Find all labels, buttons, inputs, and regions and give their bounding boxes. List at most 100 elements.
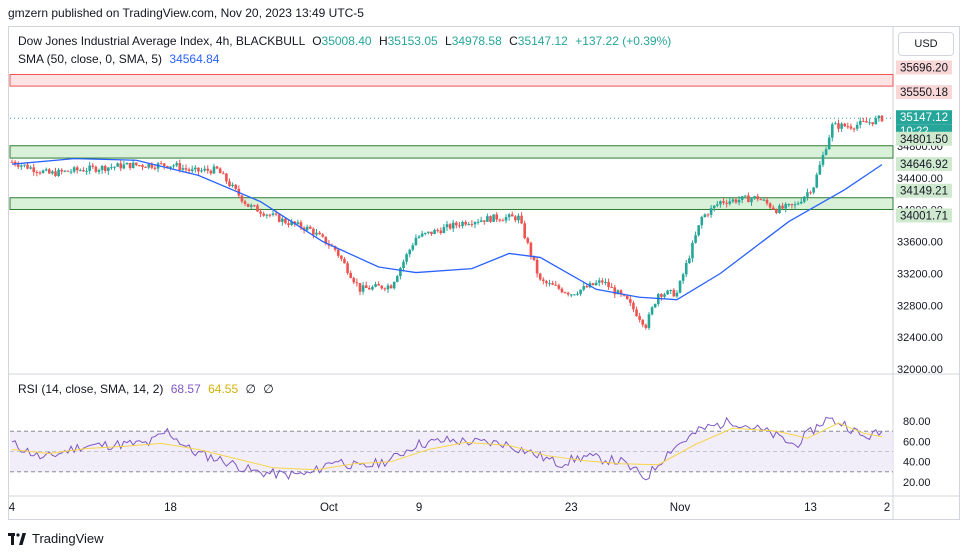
candle-down: [448, 224, 452, 229]
candle-up: [175, 163, 178, 166]
close-label: C: [509, 34, 518, 48]
candle-down: [82, 170, 85, 172]
sma-label: SMA (50, close, 0, SMA, 5): [18, 52, 163, 66]
candle-down: [660, 294, 663, 297]
candle-up: [79, 170, 82, 172]
rsi-tick-label: 80.00: [903, 416, 931, 428]
candle-down: [32, 167, 36, 173]
candle-up: [604, 282, 607, 284]
candle-down: [268, 214, 272, 216]
candle-up: [824, 149, 828, 155]
candle-down: [234, 184, 238, 189]
candle-down: [756, 196, 760, 200]
candle-up: [57, 169, 60, 176]
candle-down: [790, 203, 794, 206]
candle-up: [830, 124, 834, 138]
candle-up: [799, 201, 803, 204]
candle-up: [492, 214, 495, 222]
candle-up: [315, 232, 318, 235]
candle-up: [147, 164, 151, 168]
candle-down: [138, 165, 141, 167]
candle-up: [803, 196, 806, 202]
candle-up: [762, 199, 766, 201]
price-label-bg: [896, 157, 952, 172]
candle-up: [29, 167, 32, 169]
candle-down: [134, 162, 138, 166]
candle-up: [290, 221, 293, 226]
candle-down: [532, 255, 536, 260]
candle-up: [63, 170, 67, 172]
time-tick-label: Oct: [320, 502, 339, 514]
candle-down: [591, 283, 595, 286]
candle-up: [85, 170, 88, 172]
candle-down: [455, 222, 458, 226]
price-label: 35147.12: [900, 112, 948, 124]
candle-up: [507, 214, 511, 218]
candle-up: [411, 245, 415, 250]
price-tick-label: 32000.00: [897, 364, 943, 376]
candle-down: [274, 213, 278, 215]
candle-down: [498, 219, 502, 221]
rsi-legend: RSI (14, close, SMA, 14, 2) 68.57 64.55 …: [18, 382, 274, 396]
rsi-line: [11, 416, 883, 481]
candle-up: [716, 204, 719, 206]
candle-down: [206, 168, 210, 171]
candle-down: [846, 126, 850, 128]
candle-down: [862, 120, 865, 122]
candle-down: [16, 164, 20, 167]
candle-up: [548, 283, 551, 285]
candle-down: [26, 164, 29, 169]
candle-down: [324, 236, 328, 244]
candle-down: [197, 167, 200, 172]
time-tick-label: 4: [9, 502, 16, 514]
candle-down: [566, 292, 570, 295]
candle-down: [141, 165, 144, 167]
candle-down: [340, 255, 343, 259]
candle-up: [691, 242, 694, 259]
rsi-label: RSI (14, close, SMA, 14, 2): [18, 382, 164, 396]
candle-up: [386, 285, 390, 290]
candle-up: [486, 216, 489, 222]
candle-up: [392, 281, 396, 289]
candle-down: [585, 286, 589, 288]
sma-value: 34564.84: [169, 52, 220, 66]
candle-down: [607, 282, 610, 288]
candle-down: [380, 285, 384, 289]
candle-down: [128, 162, 132, 168]
time-tick-label: 13: [804, 502, 817, 514]
candle-down: [563, 292, 567, 294]
candle-down: [771, 207, 775, 210]
candle-down: [781, 205, 784, 209]
candle-down: [557, 285, 561, 289]
candle-down: [768, 203, 772, 208]
candle-down: [635, 309, 638, 317]
rsi-value: 68.57: [170, 382, 201, 396]
rsi-ma-value: 64.55: [208, 382, 239, 396]
candle-down: [880, 115, 884, 122]
candle-down: [529, 242, 533, 256]
currency-button[interactable]: USD: [898, 32, 954, 56]
candle-up: [504, 217, 508, 221]
candle-down: [464, 221, 467, 225]
chart-frame: [8, 26, 960, 520]
candle-up: [740, 196, 744, 200]
candle-down: [184, 168, 188, 170]
candle-up: [806, 192, 809, 197]
candle-up: [271, 213, 275, 215]
candle-up: [20, 165, 23, 167]
candle-up: [778, 205, 781, 214]
candle-down: [706, 214, 710, 216]
candle-up: [688, 258, 691, 264]
candle-up: [877, 115, 881, 119]
candle-up: [743, 195, 747, 197]
candle-down: [47, 169, 51, 174]
candle-up: [709, 208, 713, 215]
time-tick-label: 18: [164, 502, 177, 514]
candle-up: [442, 227, 446, 234]
candle-down: [613, 287, 617, 295]
candle-down: [725, 202, 728, 204]
price-label-bg: [896, 208, 952, 223]
candle-up: [427, 231, 430, 233]
candle-up: [423, 232, 427, 234]
